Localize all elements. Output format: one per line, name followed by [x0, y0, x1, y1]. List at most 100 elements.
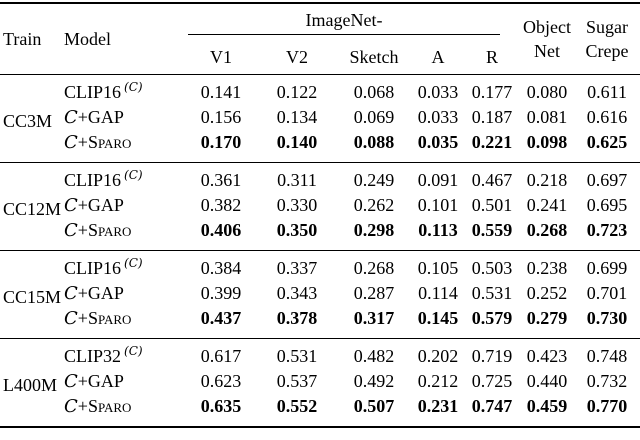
- metric-value: 0.617: [200, 346, 242, 366]
- header-sugarcrepe: Sugar Crepe: [585, 17, 629, 61]
- metric-value: 0.531: [276, 346, 318, 366]
- metric-value: 0.170: [200, 132, 242, 152]
- metric-value: 0.507: [353, 396, 395, 416]
- metric-value: 0.337: [276, 258, 318, 278]
- metric-value: 0.187: [471, 107, 513, 127]
- metric-value: 0.068: [353, 82, 395, 102]
- header-objectnet: Object Net: [523, 17, 572, 61]
- metric-value: 0.343: [276, 283, 318, 303]
- metric-value: 0.249: [353, 170, 395, 190]
- model-superscript: (C): [124, 256, 143, 270]
- metric-value: 0.088: [353, 132, 395, 152]
- metric-value: 0.268: [526, 220, 568, 240]
- model-label: C+Sparo: [64, 132, 132, 153]
- table-row: CC3M CLIP16 (C) 0.141 0.122 0.068 0.033 0…: [0, 75, 640, 131]
- metric-value: 0.081: [526, 107, 568, 127]
- metric-value: 0.033: [417, 107, 459, 127]
- header-model: Model: [64, 28, 111, 49]
- model-label: CLIP16 (C): [64, 256, 143, 278]
- metric-value: 0.623: [200, 371, 242, 391]
- metric-value: 0.317: [353, 308, 395, 328]
- metric-value: 0.231: [417, 396, 459, 416]
- metric-value: 0.423: [526, 346, 568, 366]
- model-label: C+GAP: [64, 283, 124, 304]
- metric-value: 0.268: [353, 258, 395, 278]
- train-label: CC12M: [3, 198, 62, 219]
- metric-value: 0.467: [471, 170, 513, 190]
- metric-value: 0.141: [200, 82, 242, 102]
- metric-value: 0.238: [526, 258, 568, 278]
- metric-value: 0.770: [586, 396, 628, 416]
- results-table: Train Model ImageNet- Object Net Sugar Cre…: [0, 2, 640, 428]
- metric-value: 0.503: [471, 258, 513, 278]
- table-header: Train Model ImageNet- Object Net Sugar Cre…: [0, 3, 640, 75]
- train-label: CC15M: [3, 286, 62, 307]
- metric-value: 0.384: [200, 258, 242, 278]
- metric-value: 0.747: [471, 396, 513, 416]
- table-row: C+GAP 0.399 0.343 0.287 0.114 0.531 0.25…: [0, 281, 640, 306]
- metric-value: 0.378: [276, 308, 318, 328]
- metric-value: 0.695: [586, 195, 628, 215]
- metric-value: 0.459: [526, 396, 568, 416]
- metric-value: 0.221: [471, 132, 513, 152]
- metric-value: 0.156: [200, 107, 242, 127]
- metric-value: 0.531: [471, 283, 513, 303]
- metric-value: 0.145: [417, 308, 459, 328]
- metric-value: 0.482: [353, 346, 395, 366]
- metric-value: 0.252: [526, 283, 568, 303]
- model-superscript: (C): [124, 168, 143, 182]
- group-cc12m: CC12M CLIP16 (C) 0.361 0.311 0.249 0.091 …: [0, 162, 640, 251]
- model-label: C+GAP: [64, 195, 124, 216]
- metric-value: 0.350: [276, 220, 318, 240]
- metric-value: 0.611: [587, 82, 627, 102]
- metric-value: 0.730: [586, 308, 628, 328]
- model-label: CLIP16 (C): [64, 80, 143, 102]
- metric-value: 0.635: [200, 396, 242, 416]
- header-train: Train: [3, 28, 42, 49]
- metric-value: 0.361: [200, 170, 242, 190]
- model-label: C+Sparo: [64, 220, 132, 241]
- metric-value: 0.501: [471, 195, 513, 215]
- metric-value: 0.105: [417, 258, 459, 278]
- header-imagenet-a: A: [431, 46, 445, 67]
- table-row: C+Sparo 0.406 0.350 0.298 0.113 0.559 0.…: [0, 218, 640, 251]
- metric-value: 0.069: [353, 107, 395, 127]
- metric-value: 0.697: [586, 170, 628, 190]
- train-label: L400M: [3, 374, 57, 395]
- metric-value: 0.579: [471, 308, 513, 328]
- model-superscript: (C): [124, 344, 143, 358]
- metric-value: 0.035: [417, 132, 459, 152]
- imagenet-group-label: ImageNet-: [305, 9, 383, 30]
- metric-value: 0.098: [526, 132, 568, 152]
- table-row: C+Sparo 0.437 0.378 0.317 0.145 0.579 0.…: [0, 306, 640, 339]
- metric-value: 0.552: [276, 396, 318, 416]
- metric-value: 0.492: [353, 371, 395, 391]
- metric-value: 0.311: [277, 170, 317, 190]
- model-superscript: (C): [124, 80, 143, 94]
- table-row: CC12M CLIP16 (C) 0.361 0.311 0.249 0.091 …: [0, 163, 640, 219]
- metric-value: 0.748: [586, 346, 628, 366]
- table-row: C+GAP 0.382 0.330 0.262 0.101 0.501 0.24…: [0, 193, 640, 218]
- metric-value: 0.719: [471, 346, 513, 366]
- metric-value: 0.699: [586, 258, 628, 278]
- table-row: C+Sparo 0.635 0.552 0.507 0.231 0.747 0.…: [0, 394, 640, 427]
- metric-value: 0.559: [471, 220, 513, 240]
- metric-value: 0.122: [276, 82, 318, 102]
- metric-value: 0.732: [586, 371, 628, 391]
- metric-value: 0.723: [586, 220, 628, 240]
- metric-value: 0.101: [417, 195, 459, 215]
- metric-value: 0.113: [418, 220, 458, 240]
- metric-value: 0.033: [417, 82, 459, 102]
- table-row: L400M CLIP32 (C) 0.617 0.531 0.482 0.202 …: [0, 339, 640, 395]
- metric-value: 0.701: [586, 283, 628, 303]
- metric-value: 0.437: [200, 308, 242, 328]
- metric-value: 0.241: [526, 195, 568, 215]
- header-imagenet-sketch: Sketch: [349, 46, 399, 67]
- table-row: CC15M CLIP16 (C) 0.384 0.337 0.268 0.105 …: [0, 251, 640, 307]
- table-row: C+GAP 0.623 0.537 0.492 0.212 0.725 0.44…: [0, 369, 640, 394]
- metric-value: 0.616: [586, 107, 628, 127]
- group-cc15m: CC15M CLIP16 (C) 0.384 0.337 0.268 0.105 …: [0, 250, 640, 339]
- metric-value: 0.382: [200, 195, 242, 215]
- metric-value: 0.287: [353, 283, 395, 303]
- model-label: CLIP16 (C): [64, 168, 143, 190]
